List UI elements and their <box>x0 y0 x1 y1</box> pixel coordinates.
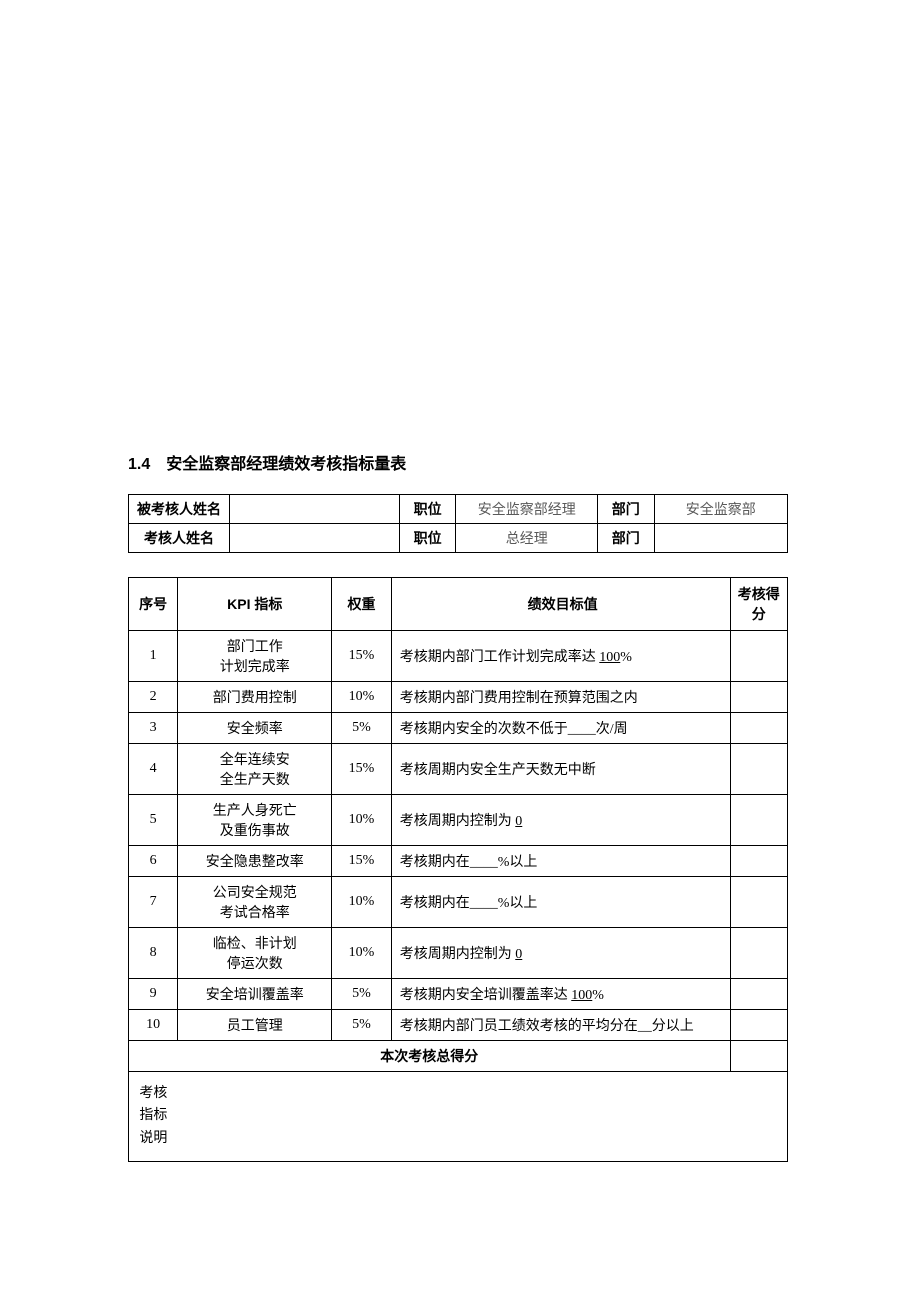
header-dept-label-1: 部门 <box>597 524 654 553</box>
kpi-score-6 <box>730 846 788 877</box>
kpi-score-4 <box>730 744 788 795</box>
kpi-seq-3: 3 <box>129 713 178 744</box>
kpi-target-underline-5: 0 <box>515 814 522 829</box>
header-position-0: 安全监察部经理 <box>456 495 598 524</box>
kpi-row-1: 1部门工作计划完成率15%考核期内部门工作计划完成率达 100% <box>129 631 788 682</box>
kpi-target-2: 考核期内部门费用控制在预算范围之内 <box>391 682 730 713</box>
kpi-score-9 <box>730 979 788 1010</box>
header-dept-label-0: 部门 <box>597 495 654 524</box>
kpi-row-2: 2部门费用控制10%考核期内部门费用控制在预算范围之内 <box>129 682 788 713</box>
kpi-weight-8: 10% <box>332 928 392 979</box>
kpi-header-row: 序号 KPI 指标 权重 绩效目标值 考核得分 <box>129 578 788 631</box>
kpi-row-10: 10员工管理5%考核期内部门员工绩效考核的平均分在__分以上 <box>129 1010 788 1041</box>
section-heading: 1.4 安全监察部经理绩效考核指标量表 <box>128 450 788 474</box>
kpi-weight-7: 10% <box>332 877 392 928</box>
kpi-name-3: 安全频率 <box>178 713 332 744</box>
kpi-target-6: 考核期内在____%以上 <box>391 846 730 877</box>
kpi-seq-9: 9 <box>129 979 178 1010</box>
kpi-row-5: 5生产人身死亡及重伤事故10%考核周期内控制为 0 <box>129 795 788 846</box>
header-row-0: 被考核人姓名 职位安全监察部经理部门安全监察部 <box>129 495 788 524</box>
kpi-name-9: 安全培训覆盖率 <box>178 979 332 1010</box>
kpi-score-10 <box>730 1010 788 1041</box>
kpi-table: 序号 KPI 指标 权重 绩效目标值 考核得分 1部门工作计划完成率15%考核期… <box>128 577 788 1162</box>
kpi-name-6: 安全隐患整改率 <box>178 846 332 877</box>
header-target: 绩效目标值 <box>391 578 730 631</box>
header-label-0: 被考核人姓名 <box>129 495 230 524</box>
header-seq: 序号 <box>129 578 178 631</box>
kpi-row-9: 9安全培训覆盖率5%考核期内安全培训覆盖率达 100% <box>129 979 788 1010</box>
kpi-name-8: 临检、非计划停运次数 <box>178 928 332 979</box>
kpi-weight-10: 5% <box>332 1010 392 1041</box>
header-label-1: 考核人姓名 <box>129 524 230 553</box>
kpi-weight-3: 5% <box>332 713 392 744</box>
kpi-name-10: 员工管理 <box>178 1010 332 1041</box>
kpi-seq-1: 1 <box>129 631 178 682</box>
header-name-1 <box>230 524 400 553</box>
header-row-1: 考核人姓名 职位总经理部门 <box>129 524 788 553</box>
section-title-text: 安全监察部经理绩效考核指标量表 <box>166 456 406 473</box>
header-score: 考核得分 <box>730 578 788 631</box>
kpi-target-5: 考核周期内控制为 0 <box>391 795 730 846</box>
kpi-weight-5: 10% <box>332 795 392 846</box>
kpi-target-9: 考核期内安全培训覆盖率达 100% <box>391 979 730 1010</box>
kpi-target-underline-9: 100 <box>571 988 592 1003</box>
kpi-score-2 <box>730 682 788 713</box>
kpi-score-3 <box>730 713 788 744</box>
kpi-name-2: 部门费用控制 <box>178 682 332 713</box>
kpi-target-4: 考核周期内安全生产天数无中断 <box>391 744 730 795</box>
kpi-explain-row: 考核指标说明 <box>129 1072 788 1162</box>
kpi-row-3: 3安全频率5%考核期内安全的次数不低于____次/周 <box>129 713 788 744</box>
header-position-label-0: 职位 <box>399 495 456 524</box>
kpi-seq-5: 5 <box>129 795 178 846</box>
kpi-total-score <box>730 1041 788 1072</box>
kpi-name-5: 生产人身死亡及重伤事故 <box>178 795 332 846</box>
kpi-target-underline-1: 100 <box>599 650 620 665</box>
kpi-score-5 <box>730 795 788 846</box>
section-number: 1.4 <box>128 456 150 473</box>
kpi-target-3: 考核期内安全的次数不低于____次/周 <box>391 713 730 744</box>
header-name-0 <box>230 495 400 524</box>
header-dept-1 <box>654 524 787 553</box>
kpi-target-7: 考核期内在____%以上 <box>391 877 730 928</box>
kpi-name-4: 全年连续安全生产天数 <box>178 744 332 795</box>
assessee-info-table: 被考核人姓名职位安全监察部经理部门安全监察部考核人姓名职位总经理部门 <box>128 494 788 553</box>
kpi-seq-7: 7 <box>129 877 178 928</box>
kpi-explain-label: 考核指标说明 <box>129 1072 178 1162</box>
kpi-name-7: 公司安全规范考试合格率 <box>178 877 332 928</box>
kpi-total-row: 本次考核总得分 <box>129 1041 788 1072</box>
kpi-target-10: 考核期内部门员工绩效考核的平均分在__分以上 <box>391 1010 730 1041</box>
kpi-row-8: 8临检、非计划停运次数10%考核周期内控制为 0 <box>129 928 788 979</box>
kpi-target-8: 考核周期内控制为 0 <box>391 928 730 979</box>
kpi-row-4: 4全年连续安全生产天数15%考核周期内安全生产天数无中断 <box>129 744 788 795</box>
kpi-target-1: 考核期内部门工作计划完成率达 100% <box>391 631 730 682</box>
kpi-explain-content <box>178 1072 788 1162</box>
header-weight: 权重 <box>332 578 392 631</box>
kpi-weight-4: 15% <box>332 744 392 795</box>
kpi-seq-2: 2 <box>129 682 178 713</box>
kpi-weight-1: 15% <box>332 631 392 682</box>
kpi-target-underline-8: 0 <box>515 947 522 962</box>
kpi-seq-8: 8 <box>129 928 178 979</box>
header-position-label-1: 职位 <box>399 524 456 553</box>
kpi-weight-2: 10% <box>332 682 392 713</box>
kpi-score-1 <box>730 631 788 682</box>
header-dept-0: 安全监察部 <box>654 495 787 524</box>
kpi-row-6: 6安全隐患整改率15%考核期内在____%以上 <box>129 846 788 877</box>
kpi-total-label: 本次考核总得分 <box>129 1041 731 1072</box>
kpi-seq-10: 10 <box>129 1010 178 1041</box>
kpi-name-1: 部门工作计划完成率 <box>178 631 332 682</box>
kpi-score-8 <box>730 928 788 979</box>
kpi-row-7: 7公司安全规范考试合格率10%考核期内在____%以上 <box>129 877 788 928</box>
kpi-weight-9: 5% <box>332 979 392 1010</box>
header-position-1: 总经理 <box>456 524 598 553</box>
kpi-seq-6: 6 <box>129 846 178 877</box>
kpi-score-7 <box>730 877 788 928</box>
kpi-seq-4: 4 <box>129 744 178 795</box>
header-kpi: KPI 指标 <box>178 578 332 631</box>
kpi-weight-6: 15% <box>332 846 392 877</box>
